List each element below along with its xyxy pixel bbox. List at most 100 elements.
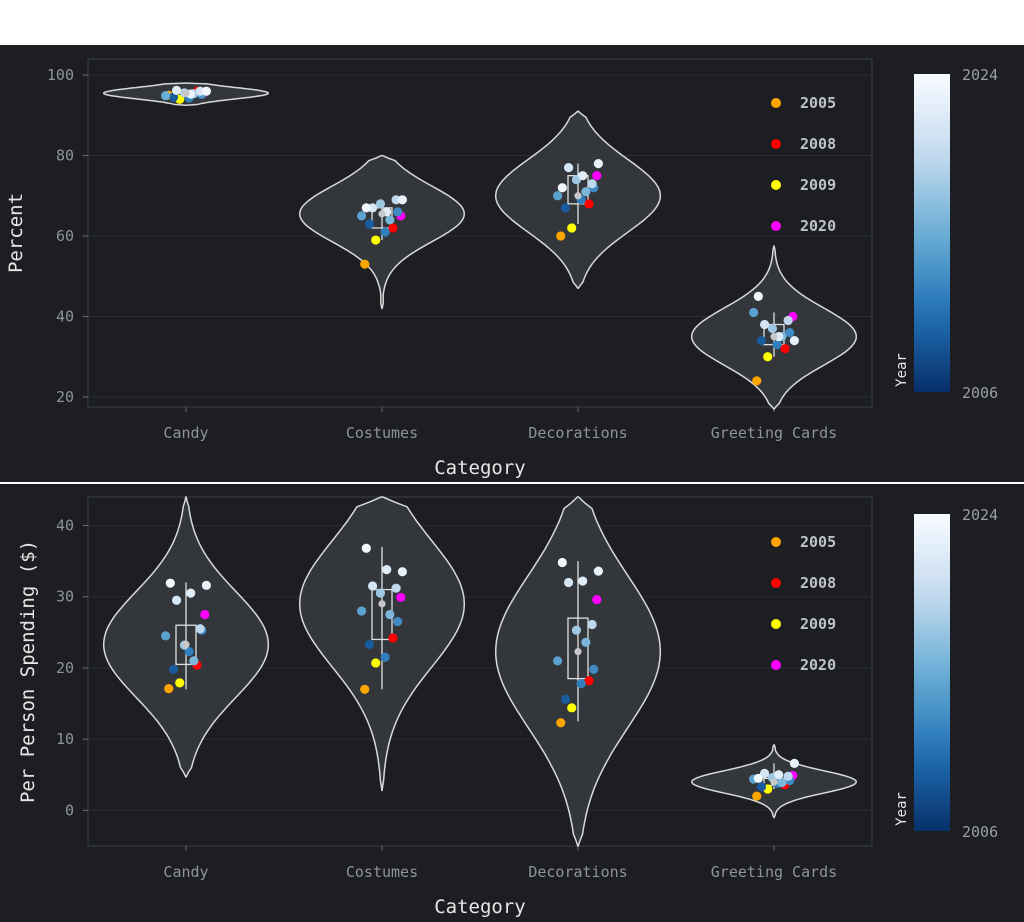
percent-y-axis-title: Percent bbox=[5, 193, 27, 273]
percent-data-point bbox=[553, 191, 563, 201]
spending-data-point bbox=[756, 782, 767, 792]
spending-data-point bbox=[360, 684, 370, 694]
spending-data-point bbox=[783, 771, 793, 781]
spending-y-tick-label: 40 bbox=[56, 516, 74, 534]
percent-data-point bbox=[752, 376, 762, 386]
spending-y-tick-label: 30 bbox=[56, 588, 74, 606]
percent-data-point bbox=[749, 307, 759, 318]
percent-data-point bbox=[388, 223, 398, 233]
spending-data-point bbox=[161, 631, 171, 641]
spending-data-point bbox=[576, 679, 586, 689]
percent-violin-chart: 20 40 60 80 100 Candy Costumes Decorations Greet… bbox=[0, 45, 1024, 482]
spending-data-point bbox=[364, 639, 375, 650]
spending-data-point bbox=[171, 595, 182, 605]
percent-y-tick-label: 20 bbox=[56, 388, 74, 406]
percent-data-point bbox=[364, 219, 375, 229]
spending-colorbar-title: Year bbox=[894, 792, 910, 826]
spending-data-point bbox=[189, 656, 199, 666]
percent-legend-marker bbox=[771, 221, 781, 231]
spending-violin-chart: 0 10 20 30 40 Candy Costumes Decorations Greetin… bbox=[0, 484, 1024, 922]
percent-data-point bbox=[772, 340, 782, 350]
spending-legend-marker bbox=[771, 578, 781, 588]
spending-data-point bbox=[195, 624, 205, 634]
percent-y-tick-label: 100 bbox=[47, 66, 74, 84]
percent-x-tick-label: Greeting Cards bbox=[711, 424, 837, 442]
percent-data-point bbox=[360, 259, 370, 269]
percent-data-point bbox=[556, 231, 566, 241]
percent-data-point bbox=[767, 323, 778, 334]
spending-data-point bbox=[789, 758, 799, 768]
spending-data-point bbox=[774, 770, 784, 780]
spending-legend-marker bbox=[771, 660, 781, 670]
spending-data-point bbox=[175, 678, 185, 688]
percent-x-tick-label: Decorations bbox=[528, 424, 627, 442]
percent-data-point bbox=[756, 336, 767, 346]
spending-data-point bbox=[592, 594, 602, 605]
spending-data-point bbox=[200, 609, 210, 620]
spending-median-marker bbox=[182, 640, 190, 649]
spending-legend-label: 2020 bbox=[800, 656, 836, 674]
spending-data-point bbox=[380, 652, 390, 662]
spending-colorbar-max-label: 2024 bbox=[962, 506, 998, 524]
spending-data-point bbox=[367, 581, 378, 591]
percent-colorbar bbox=[914, 74, 950, 392]
spending-x-tick-label: Candy bbox=[163, 863, 208, 881]
percent-data-point bbox=[375, 199, 386, 209]
spending-data-point bbox=[584, 676, 594, 686]
percent-y-tick-label: 40 bbox=[56, 307, 74, 325]
spending-data-point bbox=[385, 609, 395, 620]
spending-x-tick-label: Decorations bbox=[528, 863, 627, 881]
spending-x-tick-label: Costumes bbox=[346, 863, 418, 881]
spending-y-tick-label: 0 bbox=[65, 801, 74, 819]
spending-x-axis-title: Category bbox=[434, 896, 526, 918]
spending-box bbox=[175, 624, 197, 666]
percent-data-point bbox=[168, 92, 179, 102]
spending-data-point bbox=[371, 658, 381, 668]
percent-legend-label: 2008 bbox=[800, 135, 836, 153]
spending-y-axis-title: Per Person Spending ($) bbox=[17, 540, 39, 803]
spending-data-point bbox=[567, 703, 577, 713]
spending-data-point bbox=[361, 543, 371, 553]
spending-data-point bbox=[557, 557, 567, 568]
percent-data-point bbox=[785, 327, 795, 338]
percent-violin-svg: 20 40 60 80 100 Candy Costumes Decorations Greet… bbox=[5, 58, 998, 479]
spending-data-point bbox=[553, 656, 563, 666]
spending-data-point bbox=[753, 773, 763, 783]
spending-legend-marker bbox=[771, 537, 781, 547]
spending-data-point bbox=[201, 580, 211, 590]
percent-data-point bbox=[593, 159, 603, 169]
percent-x-axis-title: Category bbox=[434, 457, 526, 479]
spending-legend-label: 2008 bbox=[800, 574, 836, 592]
percent-data-point bbox=[584, 199, 594, 209]
spending-data-point bbox=[571, 625, 582, 635]
percent-median-marker bbox=[770, 332, 778, 341]
percent-data-point bbox=[567, 223, 577, 233]
spending-data-point bbox=[593, 566, 603, 576]
spending-x-tick-label: Greeting Cards bbox=[711, 863, 837, 881]
spending-data-point bbox=[396, 592, 406, 603]
spending-data-point bbox=[589, 664, 599, 674]
percent-data-point bbox=[753, 291, 763, 301]
percent-data-point bbox=[171, 85, 182, 95]
percent-data-point bbox=[393, 207, 403, 217]
spending-plot-frame bbox=[87, 496, 873, 847]
spending-data-point bbox=[560, 694, 571, 704]
spending-data-point bbox=[563, 577, 574, 588]
percent-data-point bbox=[201, 86, 211, 96]
spending-colorbar-min-label: 2006 bbox=[962, 823, 998, 841]
percent-legend-label: 2020 bbox=[800, 217, 836, 235]
spending-data-point bbox=[168, 664, 179, 674]
percent-data-point bbox=[161, 91, 171, 101]
spending-data-point bbox=[357, 606, 367, 616]
percent-data-point bbox=[371, 235, 381, 245]
spending-data-point bbox=[397, 567, 407, 577]
percent-y-tick-label: 60 bbox=[56, 227, 74, 245]
spending-data-point bbox=[393, 617, 403, 627]
percent-data-point bbox=[789, 336, 799, 346]
spending-data-point bbox=[556, 718, 566, 728]
percent-legend-marker bbox=[771, 98, 781, 108]
spending-data-point bbox=[752, 791, 762, 801]
spending-data-point bbox=[578, 576, 588, 586]
percent-median-marker bbox=[574, 192, 582, 200]
percent-data-point bbox=[783, 315, 793, 326]
